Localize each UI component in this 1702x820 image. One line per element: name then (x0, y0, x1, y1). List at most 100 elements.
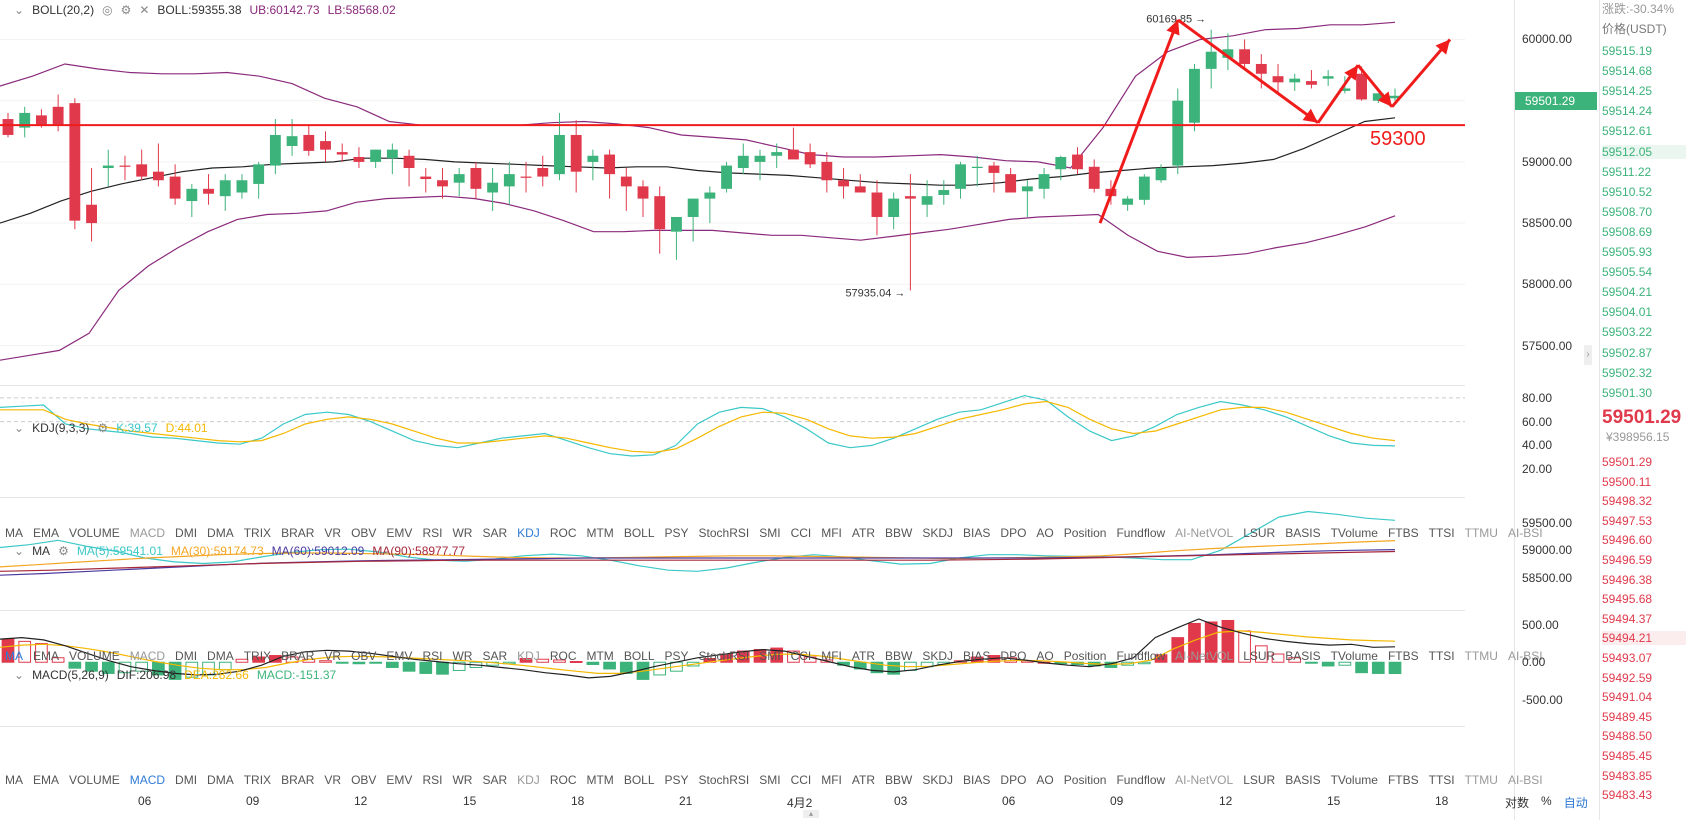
indicator-tab-dmi[interactable]: DMI (175, 773, 198, 787)
indicator-tab-bbw[interactable]: BBW (885, 773, 913, 787)
time-axis[interactable]: 06 09 12 15 18 21 4月2 03 06 09 12 15 18 (0, 794, 1465, 814)
indicator-tab-mfi[interactable]: MFI (821, 526, 842, 540)
indicator-tab-smi[interactable]: SMI (759, 773, 781, 787)
indicator-tab-roc[interactable]: ROC (549, 526, 577, 540)
indicator-tab-ttmu[interactable]: TTMU (1464, 526, 1498, 540)
indicator-tab-cci[interactable]: CCI (790, 526, 812, 540)
indicator-tab-ma[interactable]: MA (5, 649, 23, 663)
indicator-tab-basis[interactable]: BASIS (1285, 526, 1321, 540)
bid-price[interactable]: 59488.50 (1602, 729, 1653, 744)
ask-price[interactable]: 59503.22 (1602, 325, 1653, 340)
bid-price[interactable]: 59494.37 (1602, 611, 1653, 626)
bid-price[interactable]: 59501.29 (1602, 455, 1653, 469)
ask-price[interactable]: 59512.05 (1602, 144, 1686, 159)
indicator-tab-mtm[interactable]: MTM (586, 526, 614, 540)
indicator-tab-volume[interactable]: VOLUME (69, 526, 120, 540)
bid-price[interactable]: 59493.07 (1602, 651, 1653, 665)
indicator-tab-bias[interactable]: BIAS (963, 526, 991, 540)
indicator-tab-tvolume[interactable]: TVolume (1330, 649, 1378, 663)
indicator-tab-lsur[interactable]: LSUR (1243, 526, 1276, 540)
expand-handle-icon[interactable]: › (1584, 345, 1592, 365)
indicator-tab-ai-bsi[interactable]: AI-BSI (1507, 526, 1543, 540)
indicator-tab-trix[interactable]: TRIX (243, 526, 272, 540)
indicator-tab-ttsi[interactable]: TTSI (1428, 649, 1455, 663)
collapse-handle-icon[interactable]: ▴ (803, 810, 819, 818)
indicator-tab-macd[interactable]: MACD (129, 526, 166, 540)
indicator-tab-position[interactable]: Position (1063, 649, 1107, 663)
indicator-tab-stochrsi[interactable]: StochRSI (698, 773, 750, 787)
indicator-tab-cci[interactable]: CCI (790, 649, 812, 663)
indicator-tab-ttsi[interactable]: TTSI (1428, 773, 1455, 787)
indicator-tab-smi[interactable]: SMI (759, 649, 781, 663)
bid-price[interactable]: 59492.59 (1602, 670, 1653, 685)
indicator-tab-roc[interactable]: ROC (549, 649, 577, 663)
indicator-tab-vr[interactable]: VR (324, 526, 342, 540)
macd-chart[interactable] (0, 612, 1465, 708)
indicator-tab-dmi[interactable]: DMI (175, 526, 198, 540)
bid-price[interactable]: 59491.04 (1602, 690, 1653, 705)
bid-price[interactable]: 59500.11 (1602, 474, 1652, 489)
bid-price[interactable]: 59483.43 (1602, 788, 1653, 803)
indicator-tab-rsi[interactable]: RSI (422, 526, 443, 540)
indicator-tab-bias[interactable]: BIAS (963, 773, 991, 787)
indicator-tab-mfi[interactable]: MFI (821, 773, 842, 787)
indicator-tab-ao[interactable]: AO (1036, 773, 1054, 787)
indicator-tab-kdj[interactable]: KDJ (517, 526, 540, 540)
ask-price[interactable]: 59514.24 (1602, 104, 1653, 119)
indicator-tab-vr[interactable]: VR (324, 649, 342, 663)
kdj-chart[interactable] (0, 386, 1465, 481)
indicator-tab-atr[interactable]: ATR (851, 773, 876, 787)
settings-icon[interactable]: ⚙ (97, 421, 109, 435)
auto-scale-button[interactable]: 自动 (1563, 796, 1588, 810)
indicator-tab-ema[interactable]: EMA (33, 649, 60, 663)
indicator-tab-dma[interactable]: DMA (207, 649, 234, 663)
ask-price[interactable]: 59502.87 (1602, 345, 1653, 360)
indicator-tab-fundflow[interactable]: Fundflow (1116, 649, 1166, 663)
main-candlestick-chart[interactable]: 59300 60169.85 → 57935.04 → (0, 0, 1465, 385)
indicator-tab-brar[interactable]: BRAR (281, 526, 315, 540)
ask-price[interactable]: 59511.22 (1602, 164, 1652, 179)
indicator-tab-mtm[interactable]: MTM (586, 773, 614, 787)
indicator-tab-stochrsi[interactable]: StochRSI (698, 526, 750, 540)
indicator-tab-dma[interactable]: DMA (207, 773, 234, 787)
indicator-tab-boll[interactable]: BOLL (623, 526, 655, 540)
indicator-tab-emv[interactable]: EMV (386, 526, 413, 540)
ask-price[interactable]: 59514.25 (1602, 84, 1653, 99)
indicator-tab-macd[interactable]: MACD (129, 649, 166, 663)
indicator-tab-ma[interactable]: MA (5, 526, 23, 540)
indicator-tab-vr[interactable]: VR (324, 773, 342, 787)
indicator-tab-ftbs[interactable]: FTBS (1387, 773, 1419, 787)
bid-price[interactable]: 59496.59 (1602, 553, 1653, 567)
indicator-tab-bbw[interactable]: BBW (885, 526, 913, 540)
indicator-tab-sar[interactable]: SAR (482, 773, 508, 787)
settings-icon[interactable]: ⚙ (58, 544, 69, 558)
indicator-tab-wr[interactable]: WR (452, 649, 473, 663)
indicator-tab-skdj[interactable]: SKDJ (922, 649, 954, 663)
indicator-tab-rsi[interactable]: RSI (422, 773, 443, 787)
indicator-tab-tvolume[interactable]: TVolume (1330, 526, 1378, 540)
ask-price[interactable]: 59514.68 (1602, 64, 1653, 79)
bid-price[interactable]: 59483.85 (1602, 768, 1653, 783)
indicator-tab-skdj[interactable]: SKDJ (922, 773, 954, 787)
indicator-tab-roc[interactable]: ROC (549, 773, 577, 787)
indicator-tab-obv[interactable]: OBV (351, 649, 377, 663)
indicator-tab-stochrsi[interactable]: StochRSI (698, 649, 750, 663)
indicator-tab-ai-bsi[interactable]: AI-BSI (1507, 649, 1543, 663)
bid-price[interactable]: 59485.45 (1602, 749, 1653, 763)
indicator-tab-kdj[interactable]: KDJ (517, 773, 540, 787)
indicator-tab-skdj[interactable]: SKDJ (922, 526, 954, 540)
bid-price[interactable]: 59496.60 (1602, 533, 1653, 548)
price-axis[interactable]: 60000.0059500.0059000.0058500.0058000.00… (1522, 0, 1598, 385)
indicator-tab-dmi[interactable]: DMI (175, 649, 198, 663)
indicator-tab-wr[interactable]: WR (452, 773, 473, 787)
ask-price[interactable]: 59501.30 (1602, 385, 1653, 400)
percent-scale-button[interactable]: % (1541, 794, 1552, 808)
bid-price[interactable]: 59496.38 (1602, 572, 1653, 587)
indicator-tab-mfi[interactable]: MFI (821, 649, 842, 663)
indicator-tab-fundflow[interactable]: Fundflow (1116, 773, 1166, 787)
indicator-tab-bbw[interactable]: BBW (885, 649, 913, 663)
ask-price[interactable]: 59515.19 (1602, 44, 1653, 58)
indicator-tab-wr[interactable]: WR (452, 526, 473, 540)
indicator-tab-boll[interactable]: BOLL (623, 649, 655, 663)
eye-icon[interactable]: ◎ (102, 3, 113, 17)
